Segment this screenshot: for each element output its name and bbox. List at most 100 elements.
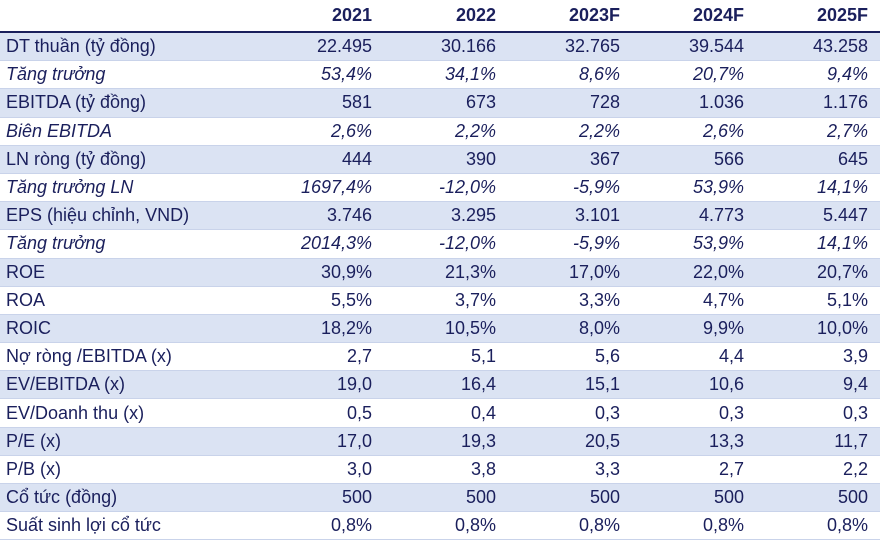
cell-value: 9,4% — [756, 60, 880, 90]
header-year-2025f: 2025F — [756, 0, 880, 33]
table-row: LN ròng (tỷ đồng) 444 390 367 566 645 — [0, 145, 880, 174]
cell-value: 2,7 — [260, 342, 384, 372]
cell-value: 8,6% — [508, 60, 632, 90]
row-label: ROE — [0, 258, 260, 287]
cell-value: 4.773 — [632, 201, 756, 231]
cell-value: 5,5% — [260, 286, 384, 315]
cell-value: 1.036 — [632, 88, 756, 118]
cell-value: 2,7 — [632, 455, 756, 485]
cell-value: 2,2% — [384, 117, 508, 146]
cell-value: 3.295 — [384, 201, 508, 231]
cell-value: 3,3 — [508, 455, 632, 485]
cell-value: -5,9% — [508, 173, 632, 203]
cell-value: 19,0 — [260, 370, 384, 400]
cell-value: 2,7% — [756, 117, 880, 146]
table-row: P/E (x) 17,0 19,3 20,5 13,3 11,7 — [0, 427, 880, 456]
cell-value: 3,7% — [384, 286, 508, 315]
cell-value: 0,5 — [260, 398, 384, 428]
cell-value: 1.176 — [756, 88, 880, 118]
cell-value: 53,4% — [260, 60, 384, 90]
cell-value: 500 — [508, 483, 632, 513]
cell-value: 10,6 — [632, 370, 756, 400]
cell-value: 500 — [384, 483, 508, 513]
cell-value: 0,8% — [756, 511, 880, 541]
cell-value: 728 — [508, 88, 632, 118]
cell-value: 9,4 — [756, 370, 880, 400]
cell-value: 4,7% — [632, 286, 756, 315]
cell-value: 3.101 — [508, 201, 632, 231]
header-year-2024f: 2024F — [632, 0, 756, 33]
cell-value: 4,4 — [632, 342, 756, 372]
cell-value: 10,5% — [384, 314, 508, 344]
row-label: Suất sinh lợi cổ tức — [0, 511, 260, 541]
cell-value: 2014,3% — [260, 229, 384, 259]
cell-value: 19,3 — [384, 427, 508, 456]
cell-value: 2,6% — [632, 117, 756, 146]
cell-value: 53,9% — [632, 173, 756, 203]
row-label: Tăng trưởng — [0, 60, 260, 90]
cell-value: 5.447 — [756, 201, 880, 231]
table-row: Tăng trưởng LN 1697,4% -12,0% -5,9% 53,9% 14,… — [0, 173, 880, 203]
table-row: DT thuần (tỷ đồng) 22.495 30.166 32.765 39.5… — [0, 32, 880, 62]
cell-value: 10,0% — [756, 314, 880, 344]
cell-value: 566 — [632, 145, 756, 174]
cell-value: 17,0 — [260, 427, 384, 456]
table-row: EPS (hiệu chỉnh, VND) 3.746 3.295 3.101 4.77… — [0, 201, 880, 231]
row-label: EBITDA (tỷ đồng) — [0, 88, 260, 118]
table-row: Cổ tức (đồng) 500 500 500 500 500 — [0, 483, 880, 513]
cell-value: 2,6% — [260, 117, 384, 146]
cell-value: 20,7% — [756, 258, 880, 287]
table-row: ROE 30,9% 21,3% 17,0% 22,0% 20,7% — [0, 258, 880, 287]
cell-value: 0,8% — [508, 511, 632, 541]
row-label: ROIC — [0, 314, 260, 344]
cell-value: 43.258 — [756, 32, 880, 62]
row-label: EV/Doanh thu (x) — [0, 398, 260, 428]
cell-value: 11,7 — [756, 427, 880, 456]
cell-value: 2,2% — [508, 117, 632, 146]
cell-value: 32.765 — [508, 32, 632, 62]
header-year-2023f: 2023F — [508, 0, 632, 33]
cell-value: 500 — [632, 483, 756, 513]
cell-value: -5,9% — [508, 229, 632, 259]
cell-value: 581 — [260, 88, 384, 118]
cell-value: 3,3% — [508, 286, 632, 315]
row-label: LN ròng (tỷ đồng) — [0, 145, 260, 174]
cell-value: 3,8 — [384, 455, 508, 485]
row-label: Cổ tức (đồng) — [0, 483, 260, 513]
cell-value: 3,9 — [756, 342, 880, 372]
cell-value: 0,8% — [632, 511, 756, 541]
cell-value: 30,9% — [260, 258, 384, 287]
cell-value: 0,3 — [508, 398, 632, 428]
row-label: DT thuần (tỷ đồng) — [0, 32, 260, 62]
header-year-2022: 2022 — [384, 0, 508, 33]
cell-value: 0,3 — [632, 398, 756, 428]
table-row: Suất sinh lợi cổ tức 0,8% 0,8% 0,8% 0,8% 0,8% — [0, 511, 880, 541]
cell-value: 2,2 — [756, 455, 880, 485]
cell-value: 0,3 — [756, 398, 880, 428]
cell-value: 5,1% — [756, 286, 880, 315]
table-row: Nợ ròng /EBITDA (x) 2,7 5,1 5,6 4,4 3,9 — [0, 342, 880, 372]
cell-value: 673 — [384, 88, 508, 118]
table-row: EV/Doanh thu (x) 0,5 0,4 0,3 0,3 0,3 — [0, 398, 880, 428]
cell-value: 14,1% — [756, 229, 880, 259]
table-row: EBITDA (tỷ đồng) 581 673 728 1.036 1.176 — [0, 88, 880, 118]
cell-value: -12,0% — [384, 229, 508, 259]
row-label: Tăng trưởng LN — [0, 173, 260, 203]
cell-value: 20,7% — [632, 60, 756, 90]
cell-value: -12,0% — [384, 173, 508, 203]
cell-value: 5,1 — [384, 342, 508, 372]
table-row: Tăng trưởng 2014,3% -12,0% -5,9% 53,9% 14,1% — [0, 229, 880, 259]
cell-value: 13,3 — [632, 427, 756, 456]
row-label: Nợ ròng /EBITDA (x) — [0, 342, 260, 372]
row-label: ROA — [0, 286, 260, 315]
cell-value: 500 — [756, 483, 880, 513]
cell-value: 22.495 — [260, 32, 384, 62]
row-label: P/E (x) — [0, 427, 260, 456]
cell-value: 39.544 — [632, 32, 756, 62]
row-label: Biên EBITDA — [0, 117, 260, 146]
cell-value: 390 — [384, 145, 508, 174]
cell-value: 22,0% — [632, 258, 756, 287]
table-row: EV/EBITDA (x) 19,0 16,4 15,1 10,6 9,4 — [0, 370, 880, 400]
table-body: DT thuần (tỷ đồng) 22.495 30.166 32.765 39.5… — [0, 32, 880, 541]
